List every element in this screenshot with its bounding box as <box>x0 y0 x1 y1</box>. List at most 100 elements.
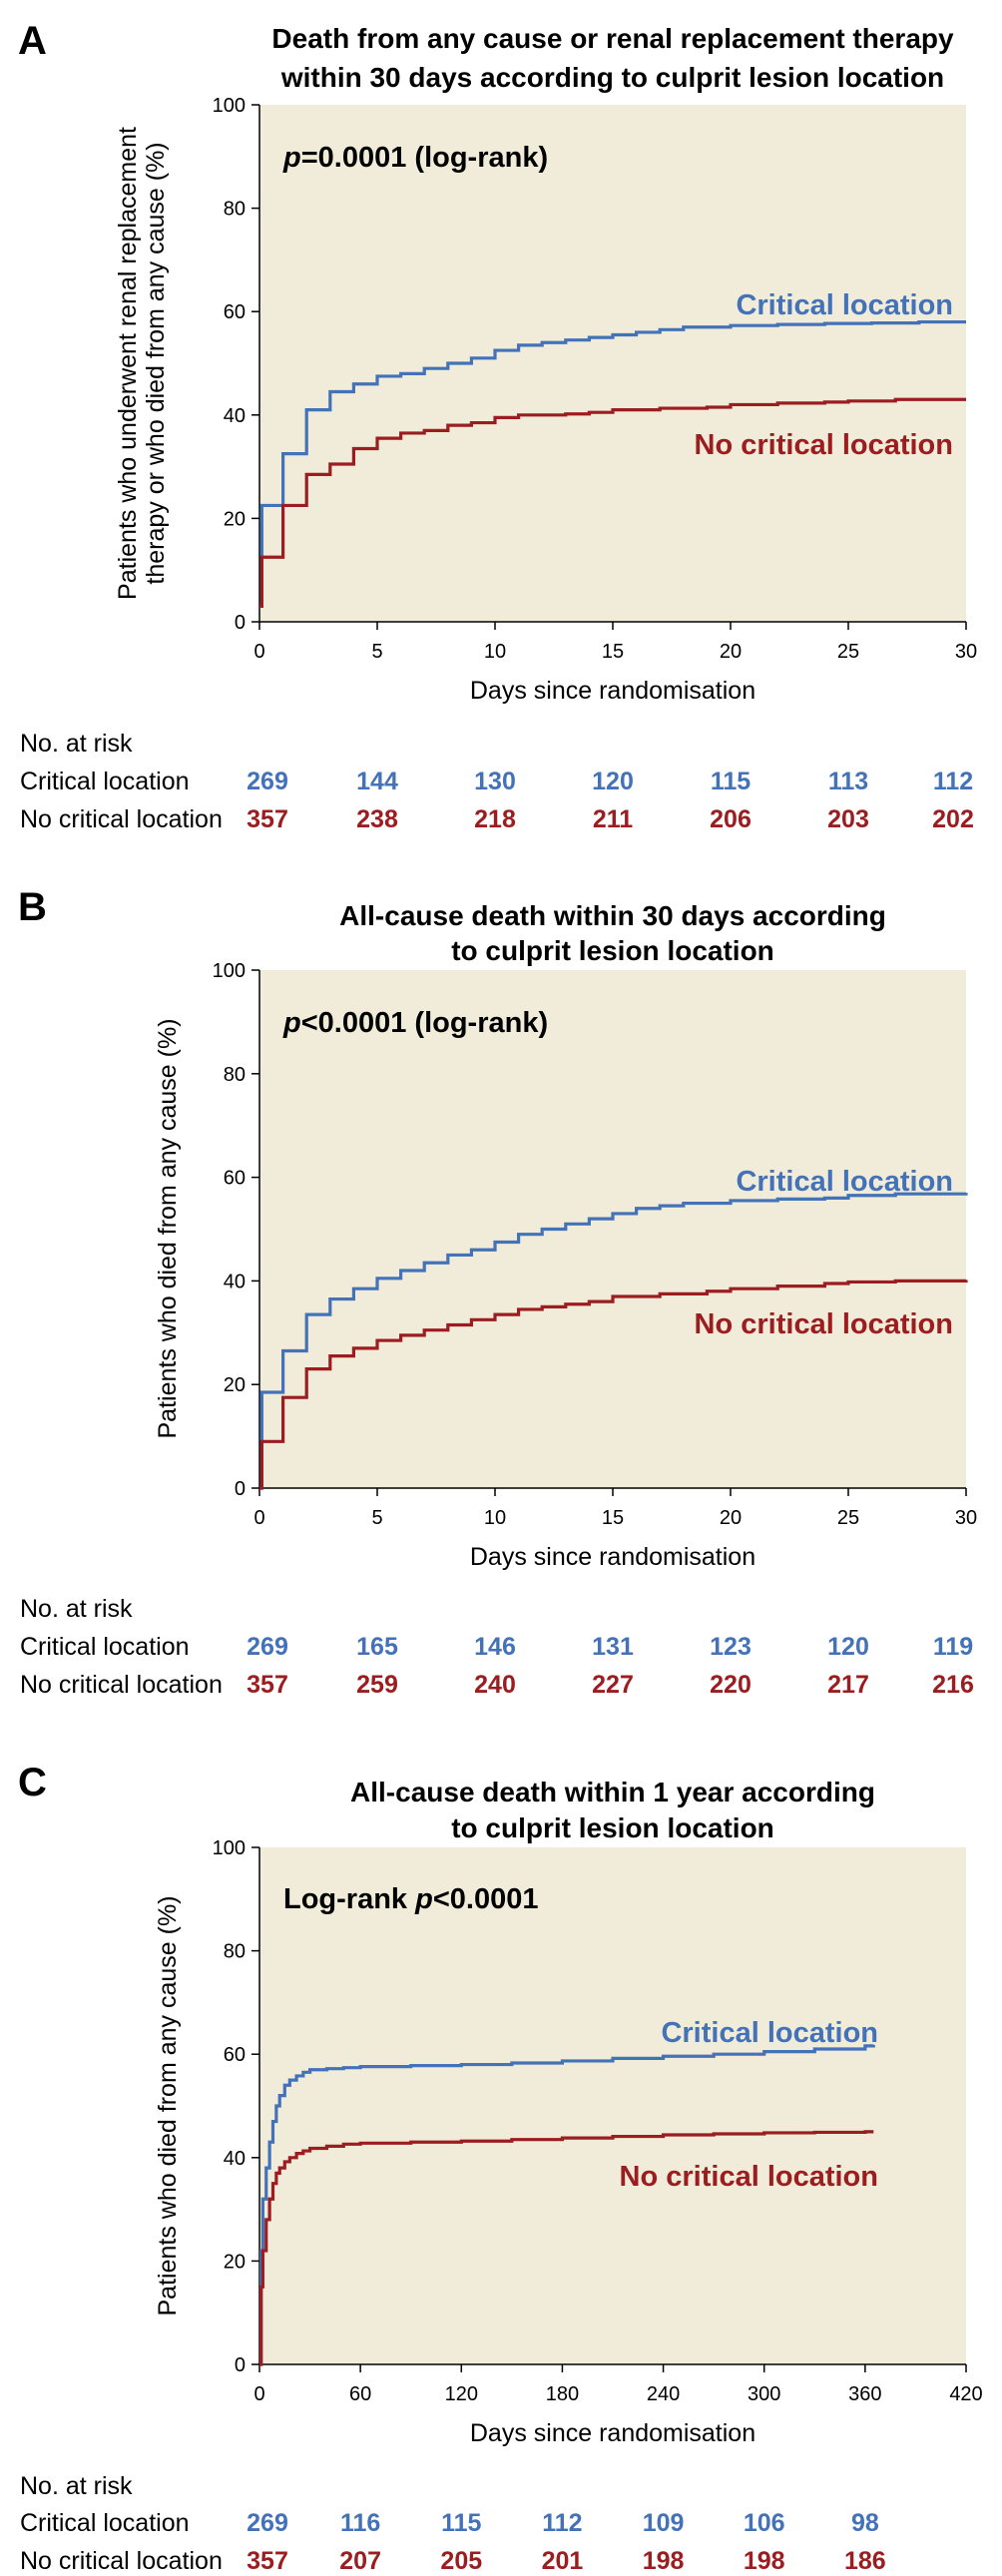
risk-count: 116 <box>340 2509 380 2537</box>
p-value-annotation: p<0.0001 (log-rank) <box>282 1007 548 1039</box>
x-tick-label: 420 <box>949 2383 982 2405</box>
risk-count: 146 <box>474 1633 516 1661</box>
x-tick-label: 20 <box>720 1507 742 1529</box>
risk-count: 240 <box>474 1671 516 1699</box>
risk-count: 130 <box>474 768 516 795</box>
series-label-critical: Critical location <box>661 2017 878 2049</box>
risk-table-header: No. at risk <box>20 2472 133 2500</box>
p-value-annotation: p=0.0001 (log-rank) <box>282 142 548 174</box>
risk-count: 131 <box>592 1633 634 1661</box>
risk-count: 123 <box>710 1633 752 1661</box>
risk-table-header: No. at risk <box>20 1595 133 1623</box>
y-tick-label: 60 <box>224 2044 246 2066</box>
risk-count: 144 <box>356 768 398 795</box>
series-label-critical: Critical location <box>736 289 953 321</box>
risk-count: 259 <box>356 1671 398 1699</box>
x-tick-label: 25 <box>837 641 859 663</box>
series-label-no-critical: No critical location <box>695 429 953 461</box>
x-tick-label: 360 <box>848 2383 881 2405</box>
risk-count: 269 <box>247 1633 288 1661</box>
risk-count: 216 <box>932 1671 974 1699</box>
risk-count: 120 <box>827 1633 869 1661</box>
x-tick-label: 0 <box>253 1507 264 1529</box>
risk-count: 98 <box>851 2509 879 2537</box>
chart-title-line: to culprit lesion location <box>451 935 774 966</box>
y-tick-label: 20 <box>224 508 246 530</box>
x-tick-label: 0 <box>253 641 264 663</box>
risk-count: 269 <box>247 768 288 795</box>
x-tick-label: 180 <box>546 2383 579 2405</box>
risk-count: 207 <box>339 2547 381 2575</box>
risk-count: 120 <box>592 768 634 795</box>
risk-count: 106 <box>744 2509 785 2537</box>
y-tick-label: 80 <box>224 1064 246 1086</box>
y-tick-label: 20 <box>224 2251 246 2273</box>
y-tick-label: 60 <box>224 1168 246 1190</box>
y-tick-label: 40 <box>224 2148 246 2170</box>
panel-letter: C <box>18 1761 47 1804</box>
risk-row-label: No critical location <box>20 805 223 833</box>
y-axis-label: Patients who died from any cause (%) <box>154 1895 182 2316</box>
risk-count: 112 <box>933 768 973 795</box>
risk-count: 201 <box>542 2547 584 2575</box>
series-label-no-critical: No critical location <box>695 1308 953 1340</box>
chart-title-line: Death from any cause or renal replacemen… <box>271 23 954 54</box>
x-tick-label: 5 <box>371 641 382 663</box>
risk-count: 202 <box>932 805 974 833</box>
y-tick-label: 0 <box>235 612 246 634</box>
x-tick-label: 15 <box>602 1507 624 1529</box>
risk-count: 186 <box>844 2547 886 2575</box>
risk-count: 211 <box>593 805 633 833</box>
x-tick-label: 30 <box>955 641 977 663</box>
y-tick-label: 80 <box>224 1941 246 1963</box>
risk-count: 269 <box>247 2509 288 2537</box>
risk-count: 220 <box>710 1671 752 1699</box>
x-tick-label: 10 <box>484 641 506 663</box>
risk-row-label: No critical location <box>20 2547 223 2575</box>
x-tick-label: 10 <box>484 1507 506 1529</box>
risk-count: 357 <box>247 1671 288 1699</box>
chart-title-line: All-cause death within 30 days according <box>339 900 886 931</box>
x-tick-label: 60 <box>349 2383 371 2405</box>
plot-area <box>259 105 966 622</box>
panel-c: C All-cause death within 1 year according… <box>18 1761 983 2575</box>
series-label-no-critical: No critical location <box>620 2161 878 2193</box>
km-curve-critical <box>259 319 966 609</box>
y-tick-label: 80 <box>224 199 246 221</box>
risk-count: 238 <box>356 805 398 833</box>
x-tick-label: 300 <box>748 2383 780 2405</box>
risk-count: 357 <box>247 805 288 833</box>
chart-title-line: within 30 days according to culprit lesi… <box>280 62 944 93</box>
y-axis-label: Patients who died from any cause (%) <box>154 1018 182 1438</box>
risk-count: 198 <box>643 2547 685 2575</box>
y-tick-label: 40 <box>224 405 246 427</box>
risk-count: 218 <box>474 805 516 833</box>
risk-count: 227 <box>592 1671 634 1699</box>
chart-title-line: to culprit lesion location <box>451 1812 774 1843</box>
y-tick-label: 20 <box>224 1374 246 1396</box>
km-curve-critical <box>259 2044 875 2366</box>
risk-count: 115 <box>441 2509 481 2537</box>
panel-letter: A <box>18 19 47 63</box>
risk-count: 115 <box>711 768 751 795</box>
y-tick-label: 40 <box>224 1271 246 1292</box>
y-axis-label: Patients who underwent renal replacement… <box>114 127 170 600</box>
km-curve-no-critical <box>259 1279 968 1490</box>
risk-row-label: Critical location <box>20 1633 190 1661</box>
panel-a: A Death from any cause or renal replaceme… <box>18 19 977 833</box>
x-tick-label: 20 <box>720 641 742 663</box>
risk-count: 205 <box>440 2547 482 2575</box>
y-tick-label: 0 <box>235 1478 246 1500</box>
risk-row-label: Critical location <box>20 768 190 795</box>
p-value-annotation: Log-rank p<0.0001 <box>283 1883 538 1915</box>
risk-count: 203 <box>827 805 869 833</box>
y-tick-label: 100 <box>213 95 246 117</box>
plot-area <box>259 970 966 1488</box>
x-tick-label: 5 <box>371 1507 382 1529</box>
y-tick-label: 60 <box>224 301 246 323</box>
x-axis-label: Days since randomisation <box>470 677 755 705</box>
y-tick-label: 100 <box>213 960 246 982</box>
y-tick-label: 100 <box>213 1837 246 1859</box>
chart-title-line: All-cause death within 1 year according <box>350 1777 875 1807</box>
